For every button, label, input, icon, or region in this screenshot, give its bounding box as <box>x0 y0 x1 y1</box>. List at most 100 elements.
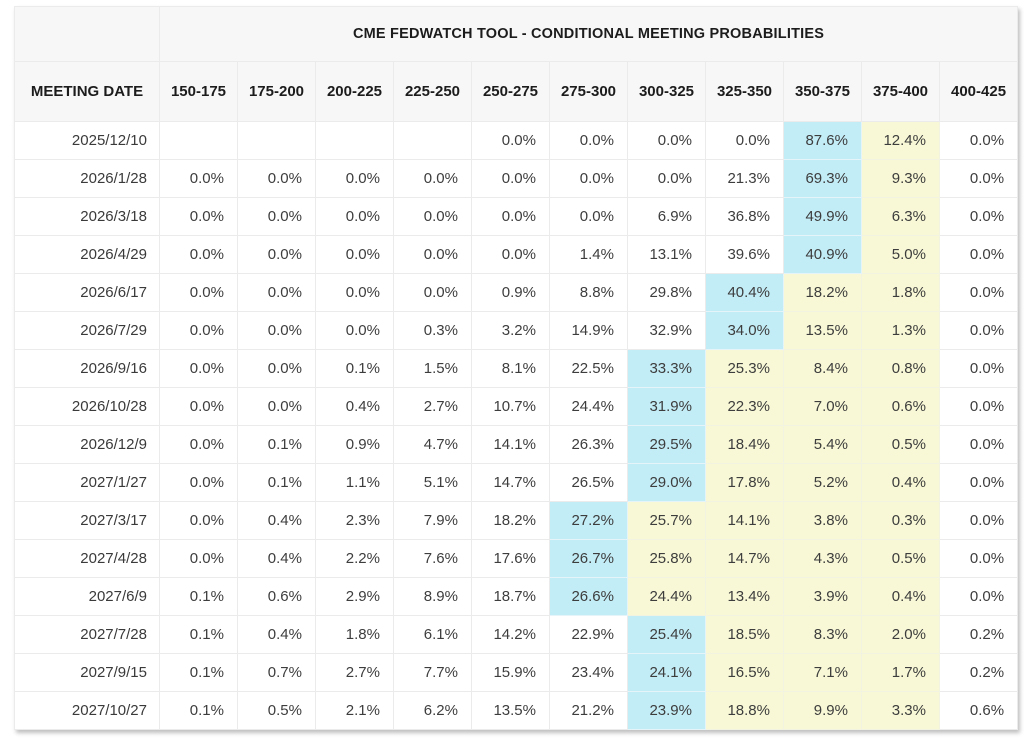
probability-cell: 0.0% <box>938 235 1019 274</box>
probability-cell: 0.0% <box>159 463 238 502</box>
probability-cell: 29.5% <box>627 425 706 464</box>
table-row: 2026/1/28 0.0% 0.0% 0.0% 0.0% 0.0% 0.0% 0.0% 21.… <box>14 159 1019 198</box>
probability-cell: 14.1% <box>471 425 550 464</box>
probability-cell: 22.9% <box>549 615 628 654</box>
table-row: 2026/9/16 0.0% 0.0% 0.1% 1.5% 8.1% 22.5% 33.3% 2… <box>14 349 1019 388</box>
probability-cell: 8.3% <box>783 615 862 654</box>
probability-cell: 0.5% <box>861 425 940 464</box>
probability-cell: 21.3% <box>705 159 784 198</box>
probability-cell: 18.5% <box>705 615 784 654</box>
probability-cell: 7.9% <box>393 501 472 540</box>
probability-cell: 0.1% <box>237 425 316 464</box>
table-row: 2027/4/28 0.0% 0.4% 2.2% 7.6% 17.6% 26.7% 25.8%… <box>14 539 1019 578</box>
probability-cell: 5.2% <box>783 463 862 502</box>
probability-cell: 0.0% <box>237 311 316 350</box>
probability-cell: 0.5% <box>861 539 940 578</box>
meeting-date-cell: 2027/7/28 <box>14 615 160 654</box>
probability-cell: 7.0% <box>783 387 862 426</box>
probability-cell: 22.5% <box>549 349 628 388</box>
probability-cell: 0.0% <box>627 159 706 198</box>
probability-cell: 8.4% <box>783 349 862 388</box>
probability-cell: 0.0% <box>159 539 238 578</box>
probability-cell: 0.0% <box>938 311 1019 350</box>
probability-cell: 0.0% <box>938 501 1019 540</box>
probability-cell: 10.7% <box>471 387 550 426</box>
probability-cell: 6.9% <box>627 197 706 236</box>
probability-cell: 14.7% <box>705 539 784 578</box>
probability-cell: 12.4% <box>861 121 940 160</box>
probability-cell: 7.7% <box>393 653 472 692</box>
probability-cell: 0.0% <box>393 273 472 312</box>
meeting-date-cell: 2026/6/17 <box>14 273 160 312</box>
meeting-date-cell: 2026/12/9 <box>14 425 160 464</box>
probability-cell: 0.0% <box>938 463 1019 502</box>
probability-cell: 2.2% <box>315 539 394 578</box>
probability-cell: 0.0% <box>237 349 316 388</box>
column-header-rate-range: 400-425 <box>938 61 1019 122</box>
probability-cell: 13.4% <box>705 577 784 616</box>
probability-cell: 0.0% <box>705 121 784 160</box>
probability-cell: 0.0% <box>471 159 550 198</box>
probability-cell: 0.0% <box>315 235 394 274</box>
probability-cell: 0.2% <box>938 615 1019 654</box>
probability-cell: 29.8% <box>627 273 706 312</box>
probability-cell: 0.0% <box>471 197 550 236</box>
probability-cell: 25.3% <box>705 349 784 388</box>
probability-cell <box>159 121 238 160</box>
probability-cell: 0.1% <box>159 691 238 730</box>
probability-cell: 6.1% <box>393 615 472 654</box>
probability-cell: 29.0% <box>627 463 706 502</box>
probability-cell: 0.0% <box>549 159 628 198</box>
probability-cell: 14.9% <box>549 311 628 350</box>
probability-cell: 0.4% <box>861 577 940 616</box>
meeting-date-cell: 2027/9/15 <box>14 653 160 692</box>
probability-cell: 0.0% <box>315 197 394 236</box>
probability-cell: 32.9% <box>627 311 706 350</box>
column-header-rate-range: 300-325 <box>627 61 706 122</box>
probability-cell: 0.0% <box>159 197 238 236</box>
probability-cell: 6.3% <box>861 197 940 236</box>
probability-cell: 21.2% <box>549 691 628 730</box>
probability-cell: 0.0% <box>237 235 316 274</box>
probability-cell: 5.1% <box>393 463 472 502</box>
meeting-date-cell: 2027/4/28 <box>14 539 160 578</box>
probability-cell: 0.0% <box>159 273 238 312</box>
meeting-date-cell: 2026/3/18 <box>14 197 160 236</box>
column-header-rate-range: 275-300 <box>549 61 628 122</box>
conditional-meeting-probabilities-table: CME FEDWATCH TOOL - CONDITIONAL MEETING … <box>14 6 1019 730</box>
probability-cell: 26.3% <box>549 425 628 464</box>
probability-cell: 13.5% <box>783 311 862 350</box>
probability-cell: 0.0% <box>159 387 238 426</box>
table-row: 2026/4/29 0.0% 0.0% 0.0% 0.0% 0.0% 1.4% 13.1% 39… <box>14 235 1019 274</box>
column-header-row: MEETING DATE 150-175 175-200 200-225 225-25… <box>14 61 1019 122</box>
probability-cell: 16.5% <box>705 653 784 692</box>
probability-cell: 0.0% <box>315 311 394 350</box>
probability-cell: 1.7% <box>861 653 940 692</box>
probability-cell: 8.1% <box>471 349 550 388</box>
probability-cell: 26.6% <box>549 577 628 616</box>
probability-cell: 87.6% <box>783 121 862 160</box>
probability-cell: 39.6% <box>705 235 784 274</box>
column-header-rate-range: 200-225 <box>315 61 394 122</box>
probability-cell: 0.0% <box>159 235 238 274</box>
probability-cell: 0.4% <box>237 539 316 578</box>
probability-cell: 0.0% <box>393 235 472 274</box>
probability-cell: 0.0% <box>237 387 316 426</box>
probability-cell: 18.2% <box>783 273 862 312</box>
table-row: 2027/7/28 0.1% 0.4% 1.8% 6.1% 14.2% 22.9% 25.4%… <box>14 615 1019 654</box>
probability-cell: 0.0% <box>938 197 1019 236</box>
column-header-meeting-date: MEETING DATE <box>14 61 160 122</box>
probability-cell: 26.5% <box>549 463 628 502</box>
meeting-date-cell: 2026/1/28 <box>14 159 160 198</box>
probability-cell: 0.3% <box>393 311 472 350</box>
probability-cell: 25.4% <box>627 615 706 654</box>
meeting-date-cell: 2027/10/27 <box>14 691 160 730</box>
probability-cell: 18.8% <box>705 691 784 730</box>
table-row: 2026/3/18 0.0% 0.0% 0.0% 0.0% 0.0% 0.0% 6.9% 36.… <box>14 197 1019 236</box>
probability-cell: 0.0% <box>471 121 550 160</box>
meeting-date-cell: 2026/7/29 <box>14 311 160 350</box>
probability-cell: 23.9% <box>627 691 706 730</box>
probability-cell: 49.9% <box>783 197 862 236</box>
probability-cell: 25.8% <box>627 539 706 578</box>
meeting-date-cell: 2025/12/10 <box>14 121 160 160</box>
